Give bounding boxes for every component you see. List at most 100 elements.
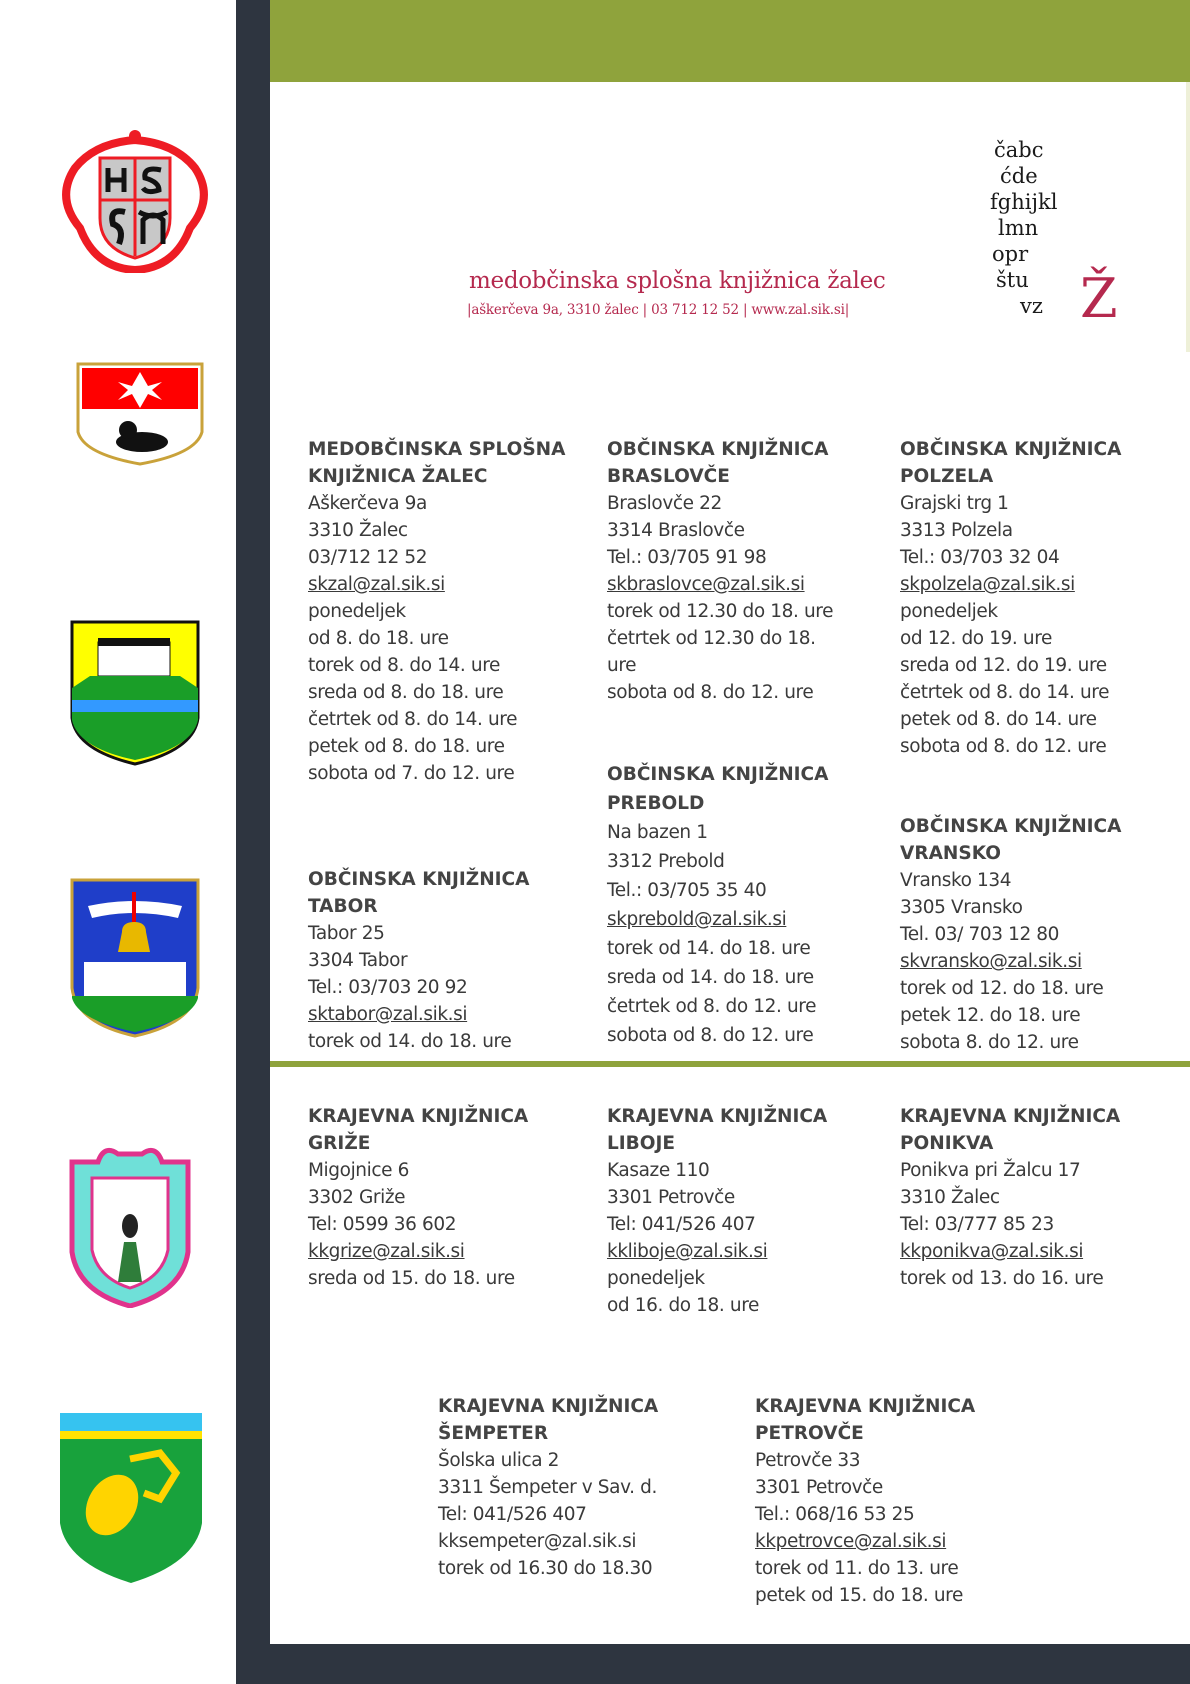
bottom-dark-band <box>236 1644 1190 1684</box>
opening-hours: ponedeljek <box>607 1268 705 1289</box>
library-email: kksempeter@zal.sik.si <box>438 1531 637 1552</box>
library-address: 3312 Prebold <box>607 851 725 872</box>
opening-hours: torek od 14. do 18. ure <box>308 1031 512 1052</box>
opening-hours: sreda od 15. do 18. ure <box>308 1268 515 1289</box>
section-divider <box>270 1061 1190 1067</box>
library-phone: Tel.: 03/703 20 92 <box>308 977 468 998</box>
library-address: Šolska ulica 2 <box>438 1450 560 1471</box>
vransko-crest-icon <box>60 1413 202 1583</box>
library-email-link[interactable]: sktabor@zal.sik.si <box>308 1004 468 1025</box>
library-name: KRAJEVNA KNJIŽNICA <box>900 1106 1121 1127</box>
library-name: KRAJEVNA KNJIŽNICA <box>438 1396 659 1417</box>
library-name-location: KNJIŽNICA ŽALEC <box>308 466 488 487</box>
library-block: KRAJEVNA KNJIŽNICA GRIŽE Migojnice 6 3302 G… <box>308 1103 528 1292</box>
library-email-link[interactable]: kkgrize@zal.sik.si <box>308 1241 465 1262</box>
opening-hours: četrtek od 8. do 12. ure <box>607 996 817 1017</box>
library-name-location: ŠEMPETER <box>438 1423 549 1444</box>
right-edge-line <box>1186 82 1190 352</box>
svg-text:Ž: Ž <box>1080 266 1118 325</box>
library-name: OBČINSKA KNJIŽNICA <box>900 816 1122 837</box>
library-address: 3305 Vransko <box>900 897 1023 918</box>
library-phone: Tel. 03/ 703 12 80 <box>900 924 1060 945</box>
library-email-link[interactable]: kkliboje@zal.sik.si <box>607 1241 768 1262</box>
library-email-link[interactable]: skbraslovce@zal.sik.si <box>607 574 805 595</box>
braslovce-crest-icon <box>76 362 204 466</box>
opening-hours: četrtek od 12.30 do 18. <box>607 628 816 649</box>
svg-text:ćde: ćde <box>1000 164 1038 188</box>
opening-hours: torek od 13. do 16. ure <box>900 1268 1104 1289</box>
library-name-location: LIBOJE <box>607 1133 676 1154</box>
library-address: 3301 Petrovče <box>755 1477 883 1498</box>
library-email-row: kkgrize@zal.sik.si <box>308 1238 528 1265</box>
library-block: KRAJEVNA KNJIŽNICA PONIKVA Ponikva pri Žal… <box>900 1103 1120 1292</box>
library-email-link[interactable]: skpolzela@zal.sik.si <box>900 574 1075 595</box>
opening-hours: sreda od 14. do 18. ure <box>607 967 814 988</box>
library-phone: Tel: 041/526 407 <box>438 1504 587 1525</box>
opening-hours: torek od 8. do 14. ure <box>308 655 500 676</box>
library-block: OBČINSKA KNJIŽNICA TABOR Tabor 25 3304 Tabo… <box>308 866 529 1055</box>
library-email-row: skvransko@zal.sik.si <box>900 948 1121 975</box>
library-name: OBČINSKA KNJIŽNICA <box>607 439 829 460</box>
opening-hours: od 12. do 19. ure <box>900 628 1052 649</box>
grize-crest-icon <box>69 1147 191 1308</box>
library-email-link[interactable]: kkpetrovce@zal.sik.si <box>755 1531 947 1552</box>
opening-hours: torek od 12.30 do 18. ure <box>607 601 834 622</box>
svg-text:opr: opr <box>992 242 1029 266</box>
library-address: Na bazen 1 <box>607 822 708 843</box>
library-block: OBČINSKA KNJIŽNICA PREBOLD Na bazen 1 3312 … <box>607 760 828 1050</box>
library-name: KRAJEVNA KNJIŽNICA <box>308 1106 529 1127</box>
left-dark-band <box>236 0 270 1684</box>
opening-hours: od 8. do 18. ure <box>308 628 449 649</box>
library-phone: Tel: 0599 36 602 <box>308 1214 457 1235</box>
library-name: OBČINSKA KNJIŽNICA <box>900 439 1122 460</box>
library-email-link[interactable]: skzal@zal.sik.si <box>308 574 445 595</box>
library-address: Petrovče 33 <box>755 1450 861 1471</box>
library-name: KRAJEVNA KNJIŽNICA <box>755 1396 976 1417</box>
opening-hours: sobota od 8. do 12. ure <box>607 682 814 703</box>
library-address: 3310 Žalec <box>900 1187 1000 1208</box>
library-email-row: skbraslovce@zal.sik.si <box>607 571 833 598</box>
opening-hours: sobota 8. do 12. ure <box>900 1032 1079 1053</box>
library-phone: Tel: 03/777 85 23 <box>900 1214 1054 1235</box>
library-name-location: PETROVČE <box>755 1423 864 1444</box>
page-subtitle: |aškerčeva 9a, 3310 žalec | 03 712 12 52… <box>467 302 850 318</box>
library-name-location: GRIŽE <box>308 1133 371 1154</box>
svg-text:vz: vz <box>1019 294 1043 318</box>
library-block: OBČINSKA KNJIŽNICA POLZELA Grajski trg 1 33… <box>900 436 1121 760</box>
opening-hours: petek od 8. do 14. ure <box>900 709 1097 730</box>
page-title: medobčinska splošna knjižnica žalec <box>469 268 886 294</box>
opening-hours: ponedeljek <box>308 601 406 622</box>
library-email-row: kkponikva@zal.sik.si <box>900 1238 1120 1265</box>
library-email-link[interactable]: kkponikva@zal.sik.si <box>900 1241 1084 1262</box>
library-address: Vransko 134 <box>900 870 1012 891</box>
library-address: Migojnice 6 <box>308 1160 409 1181</box>
library-address: Ponikva pri Žalcu 17 <box>900 1160 1081 1181</box>
library-block: OBČINSKA KNJIŽNICA VRANSKO Vransko 134 3305… <box>900 813 1121 1056</box>
opening-hours: od 16. do 18. ure <box>607 1295 759 1316</box>
library-name-location: VRANSKO <box>900 843 1001 864</box>
polzela-crest-icon <box>70 620 200 766</box>
opening-hours: četrtek od 8. do 14. ure <box>308 709 518 730</box>
library-name: OBČINSKA KNJIŽNICA <box>607 764 829 785</box>
opening-hours: torek od 14. do 18. ure <box>607 938 811 959</box>
library-address: 3302 Griže <box>308 1187 406 1208</box>
library-email-row: kkpetrovce@zal.sik.si <box>755 1528 975 1555</box>
library-email-link[interactable]: skprebold@zal.sik.si <box>607 909 787 930</box>
opening-hours: četrtek od 8. do 14. ure <box>900 682 1110 703</box>
library-address: 3301 Petrovče <box>607 1187 735 1208</box>
library-email-row: skprebold@zal.sik.si <box>607 905 828 934</box>
library-email-link[interactable]: skvransko@zal.sik.si <box>900 951 1082 972</box>
library-address: 3313 Polzela <box>900 520 1013 541</box>
opening-hours: torek od 12. do 18. ure <box>900 978 1104 999</box>
library-address: Tabor 25 <box>308 923 385 944</box>
library-address: Aškerčeva 9a <box>308 493 427 514</box>
opening-hours: sobota od 8. do 12. ure <box>607 1025 814 1046</box>
top-green-band <box>270 0 1190 82</box>
prebold-crest-icon <box>70 878 200 1038</box>
svg-text:čabc: čabc <box>994 138 1044 162</box>
library-phone: Tel.: 03/705 35 40 <box>607 880 767 901</box>
library-address: 3310 Žalec <box>308 520 408 541</box>
library-phone: Tel.: 03/705 91 98 <box>607 547 767 568</box>
library-block: KRAJEVNA KNJIŽNICA ŠEMPETER Šolska ulica 2… <box>438 1393 658 1582</box>
opening-hours: sreda od 8. do 18. ure <box>308 682 504 703</box>
